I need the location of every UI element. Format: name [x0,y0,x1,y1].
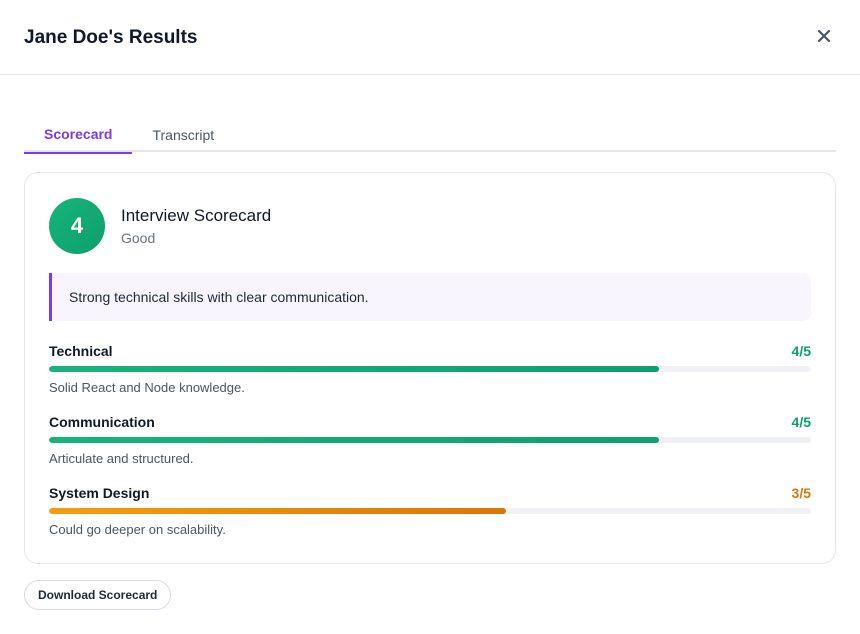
criterion-progress-fill [49,366,659,372]
criterion-score: 3/5 [791,485,811,501]
overall-score-badge: 4 [49,198,105,254]
close-button[interactable] [812,24,836,48]
summary-callout: Strong technical skills with clear commu… [49,273,811,321]
criterion-note: Solid React and Node knowledge. [49,380,245,395]
criterion-name: Communication [49,414,155,430]
scorecard-card: 4 Interview Scorecard Good Strong techni… [24,172,836,564]
criterion-communication: Communication 4/5 Articulate and structu… [49,413,811,466]
criterion-progress-fill [49,437,659,443]
criterion-score: 4/5 [791,414,811,430]
tab-bar: Scorecard Transcript [24,118,836,154]
criterion-progress-fill [49,508,507,514]
scorecard-rating: Good [121,230,156,246]
criterion-name: System Design [49,485,150,501]
criterion-progress-track [49,366,811,372]
close-icon [817,29,831,43]
modal-title: Jane Doe's Results [24,27,198,48]
criterion-progress-track [49,508,811,514]
modal-header: Jane Doe's Results [0,0,860,75]
summary-text: Strong technical skills with clear commu… [69,289,369,305]
criterion-progress-track [49,437,811,443]
tab-transcript[interactable]: Transcript [152,127,215,143]
criterion-note: Articulate and structured. [49,451,194,466]
criterion-note: Could go deeper on scalability. [49,522,226,537]
criterion-name: Technical [49,343,113,359]
scorecard-title: Interview Scorecard [121,206,272,225]
download-scorecard-button[interactable]: Download Scorecard [24,580,172,610]
criterion-score: 4/5 [791,343,811,359]
tab-scorecard[interactable]: Scorecard [24,118,133,154]
criterion-system-design: System Design 3/5 Could go deeper on sca… [49,484,811,537]
criterion-technical: Technical 4/5 Solid React and Node knowl… [49,342,811,395]
